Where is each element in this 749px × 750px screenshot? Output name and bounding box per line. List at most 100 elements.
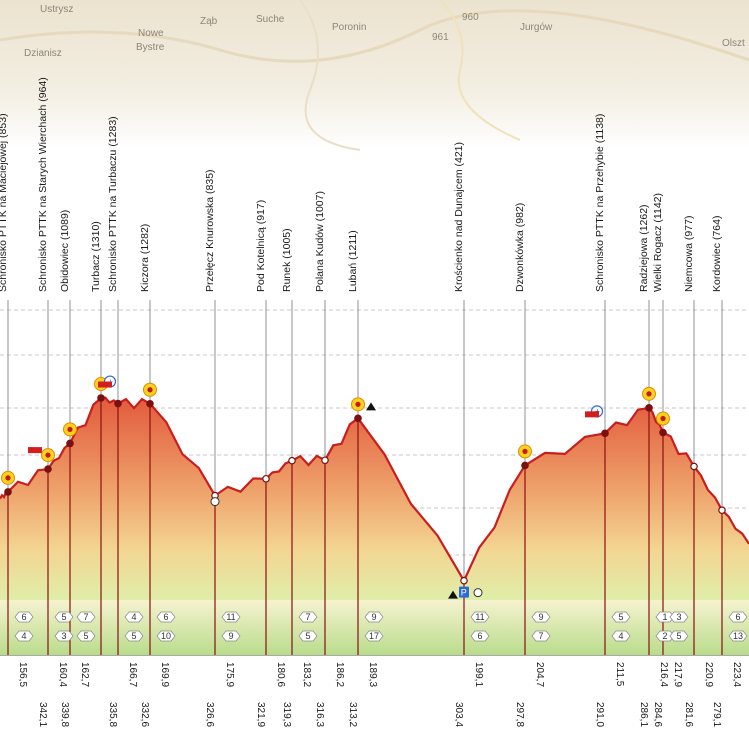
time-badge-back: 17 [364, 630, 384, 642]
time-badge-forward: 6 [728, 611, 748, 623]
svg-text:5: 5 [83, 631, 88, 641]
distance-remaining: 313,2 [347, 702, 358, 727]
waypoint-point [645, 404, 653, 412]
time-badge-back: 3 [54, 630, 74, 642]
distance-remaining: 291,0 [594, 702, 605, 727]
distance-value: 175,9 [224, 662, 235, 687]
distance-value: 180,6 [275, 662, 286, 687]
svg-text:3: 3 [61, 631, 66, 641]
map-label-suche: Suche [256, 14, 285, 25]
distance-value: 211,5 [614, 662, 625, 687]
svg-text:4: 4 [618, 631, 623, 641]
sun-icon [41, 448, 55, 463]
svg-text:5: 5 [676, 631, 681, 641]
map-label-ustrysz: Ustrysz [40, 4, 73, 15]
waypoint-label: Niemcowa (977) [683, 216, 695, 292]
waypoint-label: Obidowiec (1089) [59, 210, 71, 292]
shelter-icon [585, 411, 599, 418]
time-badge-forward: 11 [221, 611, 241, 623]
waypoint-label: Schronisko PTTK na Maciejowej (853) [0, 113, 9, 292]
distance-remaining: 339,8 [59, 702, 70, 727]
waypoint-point [262, 474, 270, 483]
distance-row: 156,5 160,4 342,1 162,7 339,8 166,7 335,8 169,9… [17, 662, 742, 727]
svg-text:2: 2 [662, 631, 667, 641]
distance-value: 162,7 [79, 662, 90, 687]
waypoint-label: Dzwonkówka (982) [514, 203, 526, 292]
waypoint-point [321, 456, 329, 465]
waypoint-point [288, 456, 296, 465]
waypoint-label: Lubań (1211) [347, 230, 359, 292]
map-label-bystre: Bystre [136, 42, 165, 53]
svg-text:9: 9 [538, 612, 543, 622]
profile-area [0, 397, 749, 600]
sun-icon [143, 382, 157, 397]
shelter-icon [98, 381, 112, 388]
time-badge-forward: 7 [298, 611, 318, 623]
distance-remaining: 284,6 [652, 702, 663, 727]
waypoint-label: Pod Kotelnicą (917) [255, 200, 267, 292]
distance-value: 189,3 [367, 662, 378, 687]
svg-text:7: 7 [83, 612, 88, 622]
waypoint-labels: Schronisko PTTK na Maciejowej (853) Schro… [0, 77, 723, 292]
time-badge-forward: 6 [156, 611, 176, 623]
sun-icon [351, 397, 365, 412]
waypoint-label: Radziejowa (1262) [638, 204, 650, 292]
waypoint-point [521, 461, 529, 470]
time-badge-forward: 5 [54, 611, 74, 623]
distance-remaining: 297,8 [514, 702, 525, 727]
distance-remaining: 286,1 [638, 702, 649, 727]
poi-icons: ++P [1, 375, 670, 599]
map-background: Ustrysz Nowe Bystre Ząb Suche Poronin Ju… [0, 0, 749, 151]
time-badge-back: 7 [531, 630, 551, 642]
distance-value: 199,1 [473, 662, 484, 687]
camp-icon [366, 402, 376, 411]
distance-value: 183,2 [301, 662, 312, 687]
time-badge-back: 10 [156, 630, 176, 642]
time-badge-forward: 4 [124, 611, 144, 623]
distance-value: 217,9 [672, 662, 683, 687]
svg-text:17: 17 [369, 631, 379, 641]
time-badge-forward: 11 [470, 611, 490, 623]
time-badge-forward: 7 [76, 611, 96, 623]
time-badge-back: 4 [611, 630, 631, 642]
waypoint-label: Schronisko PTTK na Starych Wierchach (96… [37, 77, 49, 292]
distance-band [0, 600, 749, 655]
bicycle-icon [473, 588, 483, 598]
waypoint-point [44, 465, 52, 473]
sun-icon [518, 444, 532, 459]
time-badge-back: 5 [76, 630, 96, 642]
waypoint-point [601, 429, 609, 438]
waypoint-point [460, 576, 468, 585]
distance-remaining: 319,3 [281, 702, 292, 727]
map-label-road-961: 961 [432, 32, 449, 43]
svg-text:P: P [461, 588, 467, 598]
svg-text:5: 5 [305, 631, 310, 641]
distance-value: 156,5 [17, 662, 28, 687]
waypoint-point [4, 488, 12, 496]
svg-text:6: 6 [735, 612, 740, 622]
distance-remaining: 279,1 [711, 702, 722, 727]
svg-text:4: 4 [21, 631, 26, 641]
time-badge-forward: 6 [14, 611, 34, 623]
time-badge-back: 13 [728, 630, 748, 642]
map-label-road-960: 960 [462, 12, 479, 23]
svg-text:5: 5 [61, 612, 66, 622]
waypoint-label: Przełęcz Knurowska (835) [204, 169, 216, 292]
waypoint-points [4, 394, 726, 585]
waypoint-label: Kordowiec (764) [711, 216, 723, 292]
sun-icon [63, 422, 77, 437]
waypoint-point [718, 506, 726, 514]
time-badge-forward: 3 [669, 611, 689, 623]
sun-icon [656, 411, 670, 426]
map-label-zab: Ząb [200, 16, 218, 27]
svg-text:11: 11 [475, 612, 484, 622]
svg-text:9: 9 [228, 631, 233, 641]
svg-text:13: 13 [733, 631, 743, 641]
distance-value: 204,7 [534, 662, 545, 687]
svg-text:9: 9 [371, 612, 376, 622]
waypoint-label: Krościenko nad Dunajcem (421) [453, 142, 465, 292]
waypoint-label: Runek (1005) [281, 228, 293, 292]
waypoint-label: Polana Kudów (1007) [314, 191, 326, 292]
